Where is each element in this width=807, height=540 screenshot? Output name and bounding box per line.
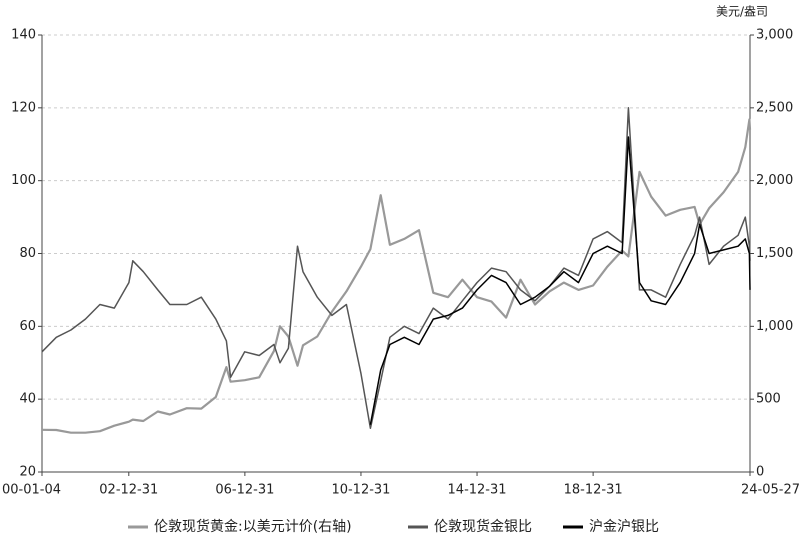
x-tick-label: 10-12-31: [331, 483, 390, 498]
legend-label: 伦敦现货金银比: [434, 518, 532, 535]
y2-tick-label: 3,000: [756, 28, 793, 43]
y2-tick-label: 2,500: [756, 100, 793, 115]
y-tick-label: 120: [11, 100, 36, 115]
y-tick-label: 100: [11, 173, 36, 188]
y2-tick-label: 1,500: [756, 246, 793, 261]
x-tick-label: 18-12-31: [564, 483, 623, 498]
y2-tick-label: 1,000: [756, 319, 793, 334]
y-tick-label: 140: [11, 28, 36, 43]
y-tick-label: 20: [19, 465, 36, 480]
x-tick-label: 24-05-27: [741, 483, 800, 498]
y2-unit: 美元/盎司: [716, 5, 768, 19]
x-tick-label: 14-12-31: [448, 483, 507, 498]
x-tick-label: 02-12-31: [99, 483, 158, 498]
legend-label: 沪金沪银比: [589, 519, 659, 535]
y-tick-label: 40: [19, 392, 36, 407]
y2-tick-label: 500: [756, 392, 781, 407]
x-tick-label: 00-01-04: [2, 483, 61, 498]
x-tick-label: 06-12-31: [215, 483, 274, 498]
series-line: [41, 107, 751, 430]
series-line: [369, 136, 751, 425]
y-tick-label: 60: [19, 319, 36, 334]
legend-label: 伦敦现货黄金:以美元计价(右轴): [154, 518, 352, 535]
y2-tick-label: 2,000: [756, 173, 793, 188]
y-tick-label: 80: [19, 246, 36, 261]
y2-tick-label: 0: [756, 465, 764, 480]
series-line: [41, 118, 752, 434]
